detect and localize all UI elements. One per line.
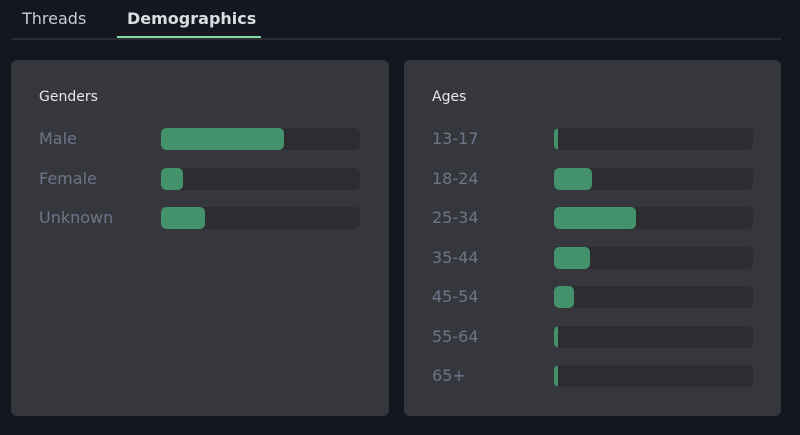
bar-fill	[554, 325, 558, 348]
row-label: Male	[39, 129, 77, 148]
bar-track	[554, 286, 753, 308]
ages-row: 45-54	[432, 286, 754, 308]
row-label: Unknown	[39, 208, 114, 227]
bar-track	[161, 128, 360, 150]
bar-fill	[161, 128, 285, 150]
row-label: Female	[39, 168, 97, 188]
genders-row: Unknown	[39, 207, 361, 229]
bar-fill	[554, 128, 558, 150]
bar-track	[554, 207, 753, 229]
genders-panel: Genders Male Female Unknown	[11, 60, 389, 416]
bar-track	[554, 365, 753, 387]
bar-track	[161, 207, 360, 229]
row-label: 25-34	[432, 208, 479, 227]
bar-fill	[161, 207, 205, 229]
ages-row: 35-44	[432, 246, 754, 269]
active-tab-indicator	[117, 36, 261, 38]
ages-panel: Ages 13-17 18-24 25-34 35-44 45-54 55-64 65+	[404, 60, 781, 416]
row-label: 65+	[432, 366, 466, 385]
tab-demographics[interactable]: Demographics	[127, 9, 257, 28]
row-label: 18-24	[432, 168, 479, 188]
bar-fill	[554, 207, 636, 229]
tab-threads[interactable]: Threads	[22, 9, 87, 28]
tab-bar: Threads Demographics	[12, 0, 781, 40]
bar-fill	[161, 167, 183, 190]
bar-fill	[554, 286, 574, 308]
ages-row: 55-64	[432, 325, 754, 348]
ages-row: 65+	[432, 365, 754, 387]
row-label: 55-64	[432, 326, 479, 346]
bar-track	[554, 167, 753, 190]
ages-row: 18-24	[432, 167, 754, 190]
bar-fill	[554, 365, 558, 387]
genders-title: Genders	[39, 89, 98, 105]
ages-row: 13-17	[432, 128, 754, 150]
bar-fill	[554, 246, 590, 269]
ages-row: 25-34	[432, 207, 754, 229]
row-label: 45-54	[432, 287, 479, 306]
genders-row: Female	[39, 167, 361, 190]
bar-track	[554, 246, 753, 269]
bar-fill	[554, 167, 592, 190]
row-label: 35-44	[432, 247, 479, 267]
row-label: 13-17	[432, 129, 479, 148]
bar-track	[554, 325, 753, 348]
genders-row: Male	[39, 128, 361, 150]
bar-track	[554, 128, 753, 150]
ages-title: Ages	[432, 89, 467, 105]
bar-track	[161, 167, 360, 190]
